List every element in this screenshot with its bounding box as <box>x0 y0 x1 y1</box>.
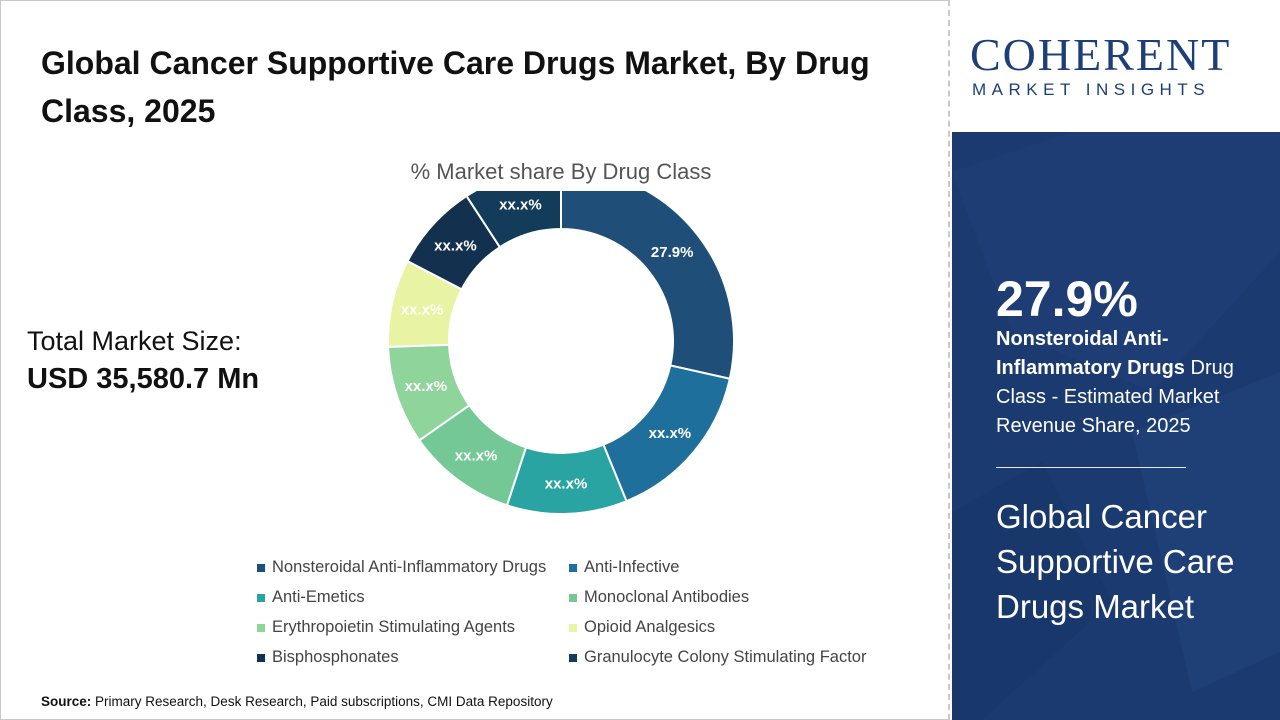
source-label: Source: <box>41 694 92 709</box>
logo-sub-text: MARKET INSIGHTS <box>972 80 1211 99</box>
legend-swatch <box>569 593 577 602</box>
legend-item-5: Opioid Analgesics <box>569 617 897 638</box>
legend-item-6: Bisphosphonates <box>257 647 569 668</box>
legend-label: Anti-Infective <box>584 558 680 576</box>
sidebar-texture <box>952 132 1280 720</box>
total-market-label: Total Market Size: <box>27 326 242 356</box>
legend-swatch <box>257 563 265 572</box>
donut-svg: 27.9% xx.x% xx.x% xx.x% xx.x% xx.x% xx.x% xx.x% <box>387 191 735 515</box>
highlight-description: Nonsteroidal Anti-Inflammatory Drugs Dru… <box>996 325 1266 441</box>
donut-label-6: xx.x% <box>434 237 477 254</box>
sidebar-divider <box>996 467 1186 468</box>
legend-swatch <box>569 623 577 632</box>
legend-item-4: Erythropoietin Stimulating Agents <box>257 617 569 638</box>
donut-label-7: xx.x% <box>499 196 542 213</box>
legend-label: Bisphosphonates <box>272 648 399 666</box>
market-name: Global Cancer Supportive Care Drugs Mark… <box>996 498 1235 625</box>
donut-slice-7 <box>465 191 562 249</box>
chart-title: % Market share By Drug Class <box>410 159 712 184</box>
legend-label: Opioid Analgesics <box>584 618 716 636</box>
highlight-desc-bold: Nonsteroidal Anti-Inflammatory Drugs <box>996 328 1185 379</box>
donut-label-0: 27.9% <box>651 244 694 261</box>
main-panel: Global Cancer Supportive Care Drugs Mark… <box>0 0 950 720</box>
legend-item-2: Anti-Emetics <box>257 587 569 608</box>
donut-chart: % Market share By Drug Class 27.9% xx.x% x… <box>341 151 781 551</box>
legend-item-0: Nonsteroidal Anti-Inflammatory Drugs <box>257 557 569 578</box>
chart-legend: Nonsteroidal Anti-Inflammatory Drugs Anti… <box>257 557 897 668</box>
legend-swatch <box>569 653 577 662</box>
logo-main-text: COHERENT <box>970 29 1232 80</box>
highlight-value: 27.9% <box>996 271 1138 327</box>
legend-item-7: Granulocyte Colony Stimulating Factor <box>569 647 897 668</box>
legend-label: Nonsteroidal Anti-Inflammatory Drugs <box>272 558 547 576</box>
legend-label: Monoclonal Antibodies <box>584 588 750 606</box>
legend-label: Erythropoietin Stimulating Agents <box>272 618 516 636</box>
donut-label-1: xx.x% <box>649 425 692 442</box>
highlight-desc-rest: Drug Class - Estimated Market Revenue Sh… <box>996 357 1234 437</box>
logo: COHERENT MARKET INSIGHTS <box>952 0 1280 132</box>
legend-swatch <box>257 653 265 662</box>
legend-label: Anti-Emetics <box>272 588 365 606</box>
legend-item-1: Anti-Infective <box>569 557 897 578</box>
donut-slice-0 <box>560 191 735 380</box>
highlight-sidebar: 27.9% Nonsteroidal Anti-Inflammatory Dru… <box>952 132 1280 720</box>
donut-label-3: xx.x% <box>455 447 498 464</box>
donut-label-2: xx.x% <box>545 475 588 492</box>
total-market-value: USD 35,580.7 Mn <box>27 363 260 395</box>
legend-swatch <box>257 623 265 632</box>
donut-label-5: xx.x% <box>401 301 444 318</box>
legend-swatch <box>569 563 577 572</box>
legend-label: Granulocyte Colony Stimulating Factor <box>584 648 867 666</box>
source-note: Source: Primary Research, Desk Research,… <box>41 694 553 709</box>
page-title: Global Cancer Supportive Care Drugs Mark… <box>41 45 870 129</box>
donut-label-4: xx.x% <box>405 378 448 395</box>
legend-item-3: Monoclonal Antibodies <box>569 587 897 608</box>
source-text: Primary Research, Desk Research, Paid su… <box>95 694 553 709</box>
legend-swatch <box>257 593 265 602</box>
